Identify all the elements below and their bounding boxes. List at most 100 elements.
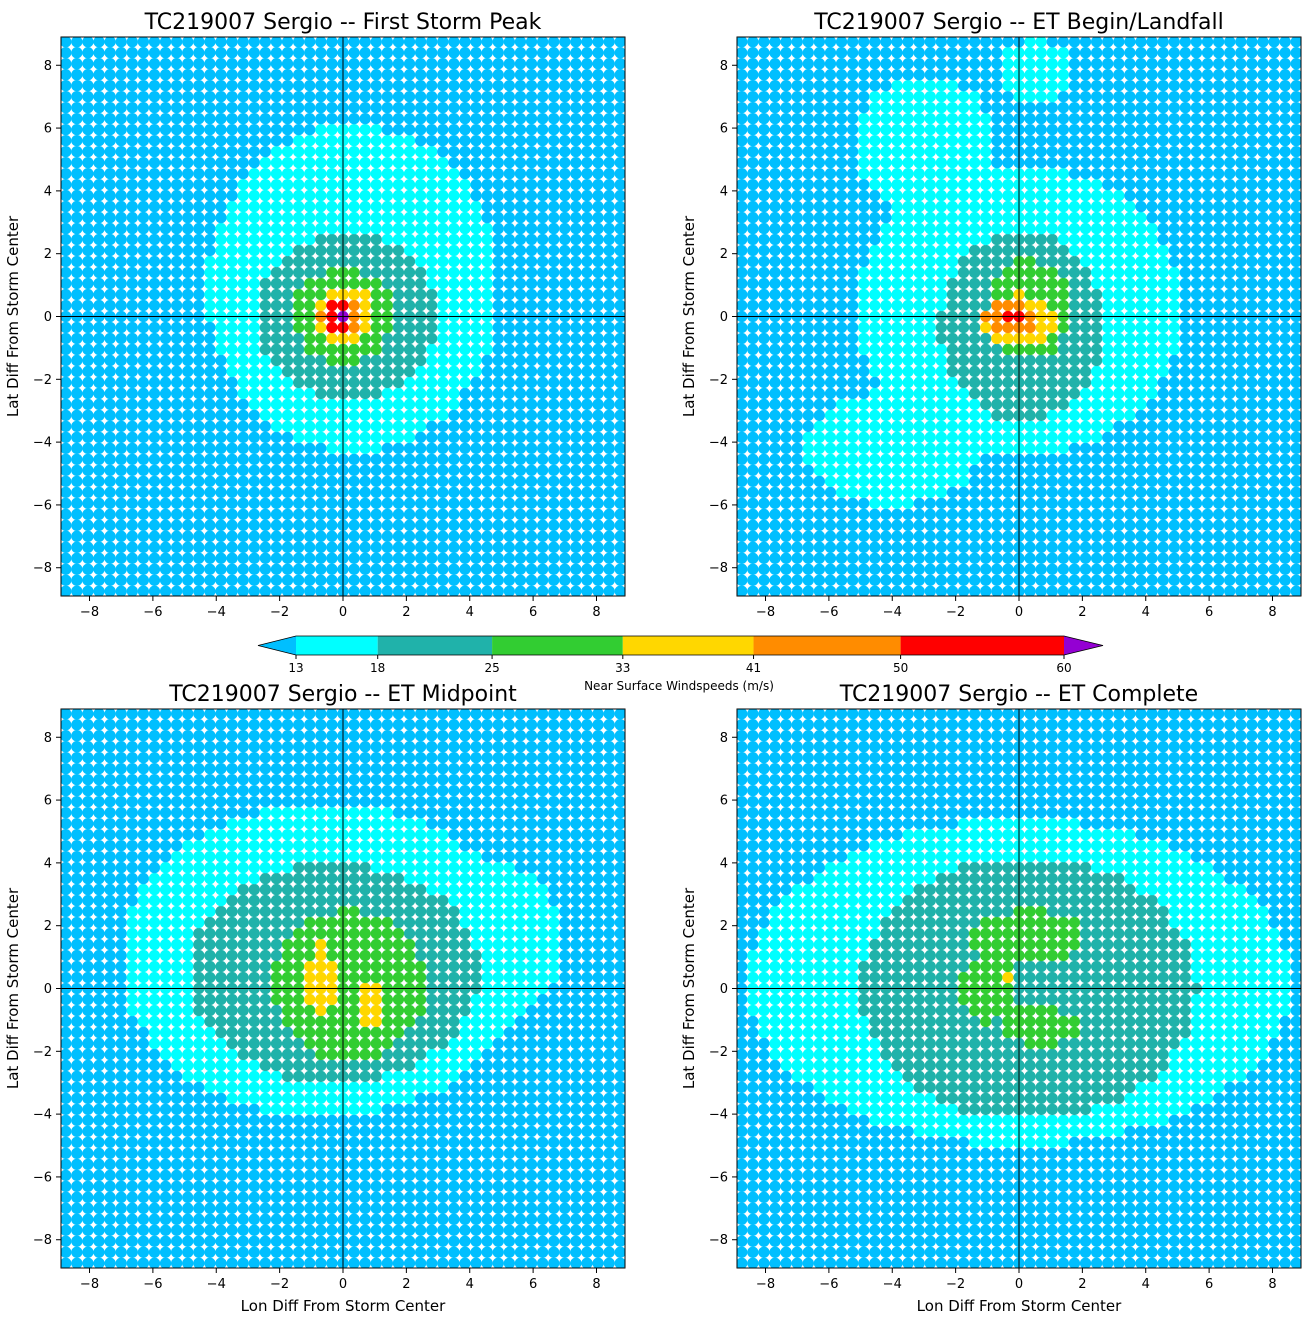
data-point bbox=[1201, 321, 1214, 334]
data-point bbox=[614, 112, 625, 125]
data-point bbox=[592, 431, 604, 444]
data-point bbox=[1124, 530, 1136, 542]
data-point bbox=[581, 200, 593, 213]
data-point bbox=[1179, 508, 1192, 521]
data-point bbox=[403, 332, 416, 345]
data-point bbox=[204, 189, 216, 202]
data-point bbox=[824, 365, 837, 378]
data-point bbox=[61, 552, 72, 564]
data-point bbox=[292, 156, 305, 169]
data-point bbox=[1068, 552, 1081, 564]
data-point bbox=[824, 508, 837, 521]
data-point bbox=[315, 69, 327, 81]
data-point bbox=[1146, 442, 1158, 455]
data-point bbox=[747, 255, 759, 268]
data-point bbox=[846, 222, 859, 235]
data-point bbox=[426, 552, 438, 564]
data-point bbox=[1057, 189, 1070, 202]
data-point bbox=[304, 189, 316, 202]
data-point bbox=[935, 541, 948, 553]
data-point bbox=[1113, 574, 1125, 586]
data-point bbox=[115, 123, 127, 136]
data-point bbox=[1079, 200, 1092, 213]
data-point bbox=[570, 508, 582, 521]
data-point bbox=[226, 200, 238, 213]
data-point bbox=[381, 102, 394, 114]
data-point bbox=[1113, 211, 1125, 224]
data-point bbox=[924, 442, 936, 455]
data-point bbox=[1002, 376, 1014, 389]
data-point bbox=[137, 178, 150, 191]
data-point bbox=[1124, 552, 1136, 564]
data-point bbox=[991, 37, 1003, 48]
data-point bbox=[115, 563, 127, 575]
data-point bbox=[470, 58, 482, 70]
data-point bbox=[348, 189, 360, 202]
data-point bbox=[1235, 47, 1247, 59]
data-point bbox=[924, 332, 936, 345]
data-point bbox=[581, 222, 593, 235]
data-point bbox=[880, 37, 892, 48]
data-point bbox=[492, 398, 504, 411]
data-point bbox=[281, 134, 294, 147]
data-point bbox=[237, 288, 249, 301]
data-point bbox=[248, 453, 260, 466]
data-point bbox=[403, 508, 416, 521]
data-point bbox=[1190, 376, 1203, 389]
data-point bbox=[1146, 343, 1158, 356]
data-point bbox=[348, 200, 360, 213]
data-point bbox=[1179, 112, 1192, 125]
data-point bbox=[1024, 123, 1036, 136]
data-point bbox=[514, 420, 527, 433]
data-point bbox=[348, 91, 360, 103]
data-point bbox=[858, 200, 870, 213]
data-point bbox=[403, 222, 416, 235]
data-point bbox=[858, 563, 870, 575]
data-point bbox=[559, 91, 571, 103]
data-point bbox=[392, 365, 405, 378]
data-point bbox=[304, 222, 316, 235]
data-point bbox=[104, 321, 116, 334]
data-point bbox=[71, 102, 83, 114]
data-point bbox=[991, 69, 1003, 81]
data-point bbox=[858, 398, 870, 411]
data-point bbox=[592, 233, 604, 246]
data-point bbox=[315, 552, 327, 564]
data-point bbox=[315, 244, 327, 257]
data-point bbox=[1079, 464, 1092, 477]
data-point bbox=[902, 420, 914, 433]
data-point bbox=[957, 541, 970, 553]
data-point bbox=[968, 200, 981, 213]
data-point bbox=[104, 563, 116, 575]
data-point bbox=[448, 244, 460, 257]
data-point bbox=[481, 508, 493, 521]
data-point bbox=[835, 244, 848, 257]
data-point bbox=[1201, 332, 1214, 345]
data-point bbox=[1190, 442, 1203, 455]
data-point bbox=[193, 47, 205, 59]
data-point bbox=[1068, 211, 1081, 224]
data-point bbox=[1068, 563, 1081, 575]
data-point bbox=[1179, 431, 1192, 444]
data-point bbox=[780, 123, 792, 136]
data-point bbox=[215, 387, 227, 400]
data-point bbox=[980, 266, 992, 279]
data-point bbox=[281, 211, 294, 224]
data-point bbox=[1046, 80, 1058, 92]
data-point bbox=[980, 145, 992, 158]
data-point bbox=[115, 453, 127, 466]
y-tick-label: 6 bbox=[44, 122, 52, 137]
data-point bbox=[126, 288, 138, 301]
data-point bbox=[791, 123, 803, 136]
data-point bbox=[935, 431, 948, 444]
data-point bbox=[1157, 80, 1169, 92]
data-point bbox=[913, 145, 925, 158]
data-point bbox=[248, 47, 260, 59]
data-point bbox=[525, 530, 538, 542]
data-point bbox=[248, 519, 260, 532]
data-point bbox=[525, 519, 538, 532]
data-point bbox=[869, 37, 881, 48]
data-point bbox=[115, 58, 127, 70]
data-point bbox=[259, 354, 272, 367]
data-point bbox=[780, 233, 792, 246]
